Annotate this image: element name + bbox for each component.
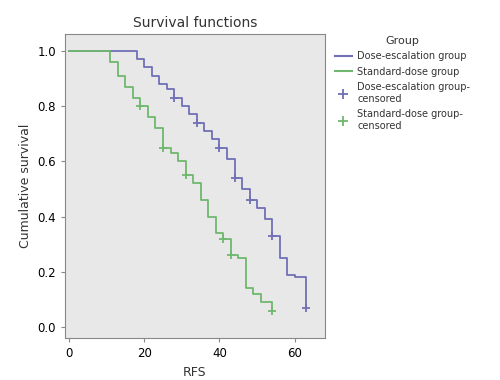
- X-axis label: RFS: RFS: [183, 366, 207, 379]
- Legend: Dose-escalation group, Standard-dose group, Dose-escalation group-
censored, Sta: Dose-escalation group, Standard-dose gro…: [333, 34, 472, 133]
- Title: Survival functions: Survival functions: [133, 16, 257, 30]
- Y-axis label: Cumulative survival: Cumulative survival: [19, 124, 32, 249]
